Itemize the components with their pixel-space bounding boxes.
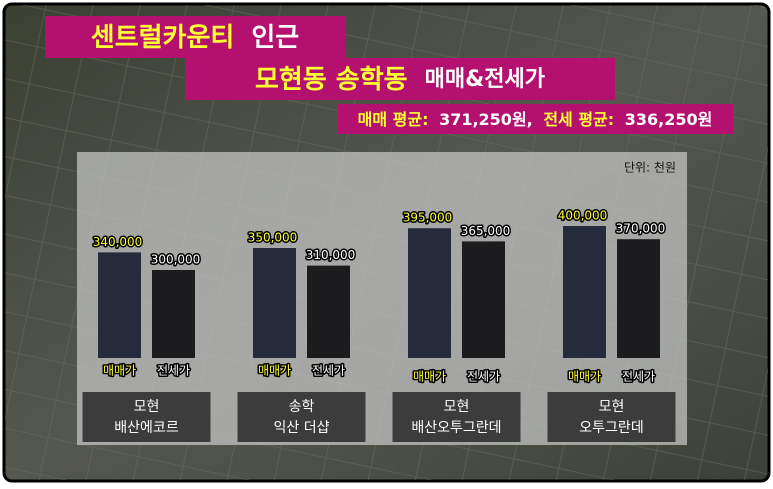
bar	[253, 248, 296, 358]
x-tick-label: 모현	[444, 399, 470, 415]
x-tick-label: 송학	[289, 399, 315, 415]
series-label: 매매가	[413, 370, 446, 384]
series-label: 전세가	[622, 370, 655, 384]
chart-title: 센트럴카운티 인근	[91, 23, 300, 53]
subtitle-box	[338, 104, 733, 134]
series-label: 전세가	[312, 364, 345, 378]
subtitle-part: 매매 평균:	[358, 110, 429, 129]
x-tick-label: 배산에코르	[114, 420, 179, 436]
chart-title: 모현동 송학동 매매&전세가	[255, 65, 545, 95]
series-label: 매매가	[103, 364, 136, 378]
x-tick-label: 배산오투그란데	[411, 420, 501, 436]
value-label: 365,000	[461, 224, 511, 238]
value-label: 395,000	[403, 211, 453, 225]
value-label: 310,000	[306, 248, 356, 262]
category-box	[392, 392, 521, 442]
bar	[307, 265, 350, 358]
value-label: 300,000	[151, 253, 201, 267]
series-label: 매매가	[258, 364, 291, 378]
bar	[617, 239, 660, 358]
x-tick-label: 모현	[599, 399, 625, 415]
subtitle-part: 371,250원,	[439, 110, 533, 129]
series-label: 매매가	[568, 370, 601, 384]
unit-label: 단위: 천원	[624, 160, 676, 175]
title-box	[185, 58, 615, 100]
bar	[563, 226, 606, 358]
category-box	[547, 392, 676, 442]
value-label: 400,000	[558, 209, 608, 223]
series-label: 전세가	[467, 370, 500, 384]
title-part: 모현동 송학동	[255, 65, 408, 95]
subtitle-part: 336,250원	[625, 110, 713, 129]
bar	[152, 270, 195, 358]
value-label: 350,000	[248, 231, 298, 245]
subtitle: 매매 평균: 371,250원, 전세 평균: 336,250원	[358, 110, 713, 129]
subtitle-part: 전세 평균:	[543, 110, 614, 129]
x-tick-label: 익산 더샵	[274, 420, 330, 436]
value-label: 340,000	[93, 235, 143, 249]
x-tick-label: 오투그란데	[579, 420, 643, 436]
title-part: 센트럴카운티	[91, 23, 235, 53]
category-box	[237, 392, 366, 442]
bar	[462, 241, 505, 358]
bar	[408, 228, 451, 358]
category-box	[82, 392, 211, 442]
title-part: 인근	[251, 23, 299, 53]
series-label: 전세가	[157, 364, 190, 378]
title-box	[45, 16, 345, 58]
bar	[98, 252, 141, 358]
x-tick-label: 모현	[134, 399, 160, 415]
title-part: 매매&전세가	[425, 67, 545, 92]
value-label: 370,000	[616, 222, 666, 236]
